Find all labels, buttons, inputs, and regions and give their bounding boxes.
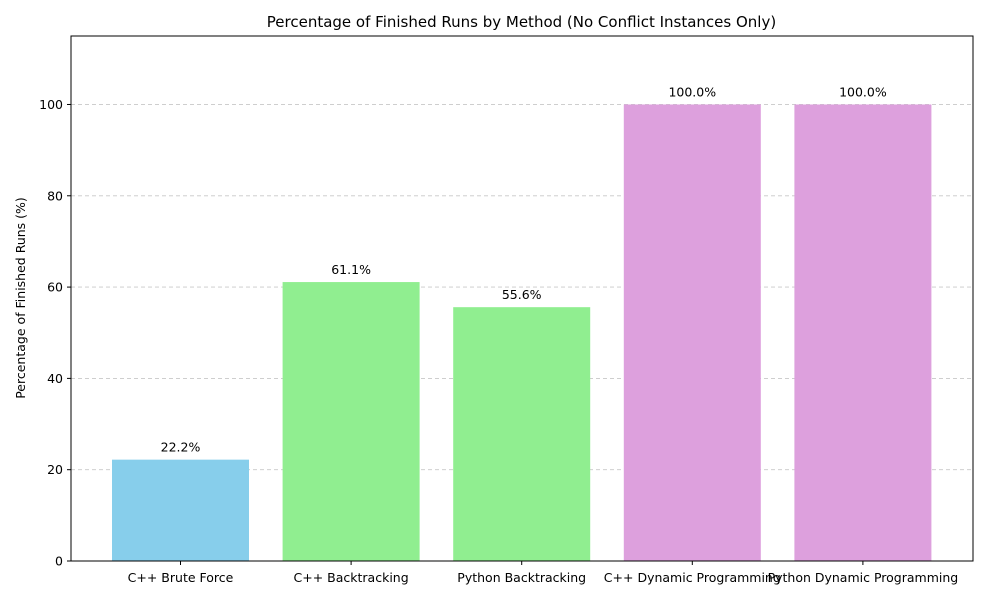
- y-tick-label: 40: [47, 371, 63, 386]
- x-tick-label: C++ Dynamic Programming: [604, 570, 781, 585]
- x-tick-label: Python Backtracking: [457, 570, 586, 585]
- bar-value-label: 55.6%: [502, 287, 542, 302]
- y-tick-label: 80: [47, 188, 63, 203]
- bar-4: [623, 104, 761, 561]
- bar-5: [794, 104, 932, 561]
- data-labels: 22.2% 61.1% 55.6% 100.0% 100.0%: [161, 84, 887, 454]
- y-tick-label: 100: [39, 97, 63, 112]
- bars: [112, 104, 932, 561]
- chart-title: Percentage of Finished Runs by Method (N…: [267, 13, 776, 31]
- x-axis: C++ Brute Force C++ Backtracking Python Ba…: [128, 561, 959, 585]
- bar-value-label: 100.0%: [668, 84, 716, 99]
- bar-value-label: 61.1%: [331, 262, 371, 277]
- x-tick-label: C++ Brute Force: [128, 570, 234, 585]
- y-tick-label: 20: [47, 462, 63, 477]
- bar-value-label: 22.2%: [161, 440, 201, 455]
- y-axis: 0 20 40 60 80 100: [39, 97, 71, 569]
- x-tick-label: C++ Backtracking: [294, 570, 409, 585]
- x-tick-label: Python Dynamic Programming: [768, 570, 959, 585]
- bar-value-label: 100.0%: [839, 84, 887, 99]
- y-axis-label: Percentage of Finished Runs (%): [13, 197, 28, 399]
- bar-3: [453, 307, 591, 561]
- bar-2: [282, 282, 420, 561]
- y-tick-label: 0: [55, 554, 63, 569]
- bar-1: [112, 459, 249, 561]
- y-tick-label: 60: [47, 280, 63, 295]
